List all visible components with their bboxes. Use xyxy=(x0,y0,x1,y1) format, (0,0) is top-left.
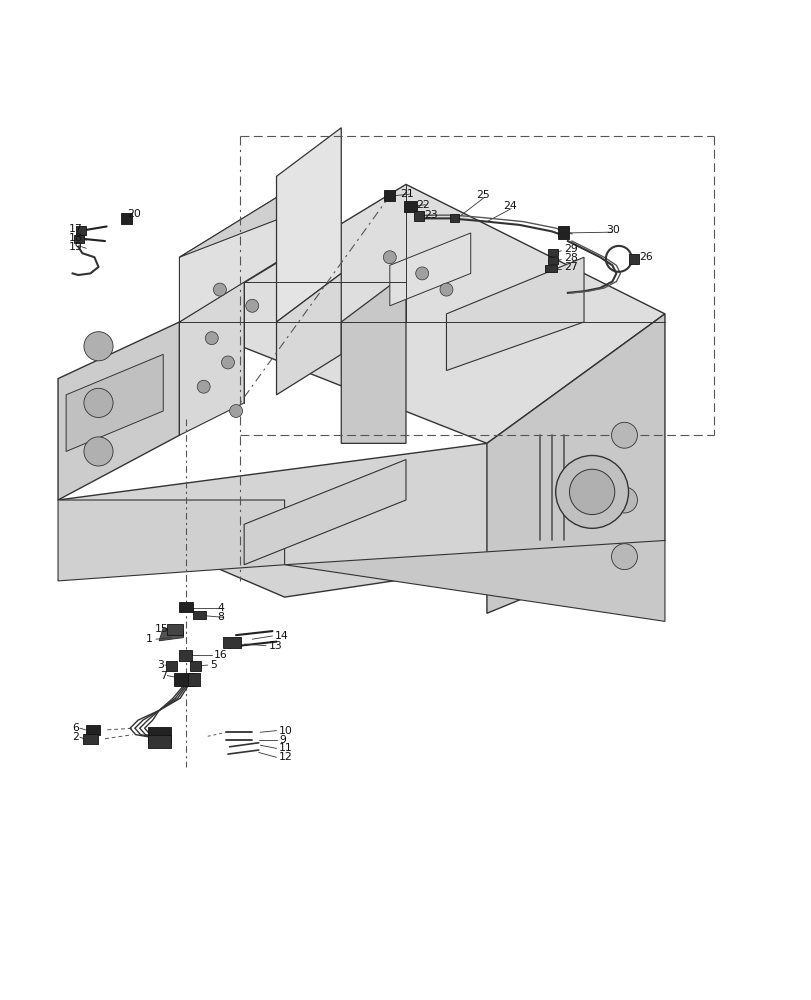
Polygon shape xyxy=(277,273,341,395)
Text: 19: 19 xyxy=(68,242,82,252)
Circle shape xyxy=(440,283,453,296)
Bar xyxy=(85,725,100,735)
Circle shape xyxy=(246,299,259,312)
Text: 26: 26 xyxy=(638,252,652,262)
Bar xyxy=(187,673,200,686)
Polygon shape xyxy=(277,128,341,322)
Bar xyxy=(179,650,192,661)
Circle shape xyxy=(230,405,242,417)
Bar xyxy=(544,265,556,272)
Text: 30: 30 xyxy=(606,225,620,235)
Bar xyxy=(547,257,557,264)
Text: 9: 9 xyxy=(279,735,285,745)
Bar xyxy=(414,211,423,221)
Text: 13: 13 xyxy=(268,641,282,651)
Polygon shape xyxy=(341,273,406,443)
Polygon shape xyxy=(389,233,470,306)
Bar xyxy=(384,190,395,201)
Bar xyxy=(167,624,183,635)
Bar xyxy=(74,235,84,243)
Bar xyxy=(148,735,170,748)
Bar xyxy=(629,254,638,264)
Text: 27: 27 xyxy=(563,262,577,272)
Text: 5: 5 xyxy=(210,660,217,670)
Polygon shape xyxy=(179,192,285,322)
Text: 8: 8 xyxy=(217,612,224,622)
Circle shape xyxy=(84,332,113,361)
Polygon shape xyxy=(244,460,406,565)
Text: 21: 21 xyxy=(400,189,414,199)
Text: 15: 15 xyxy=(155,624,169,634)
Circle shape xyxy=(383,251,396,264)
Circle shape xyxy=(555,455,628,528)
Polygon shape xyxy=(58,443,664,597)
Text: 7: 7 xyxy=(160,671,167,681)
Circle shape xyxy=(213,283,226,296)
Text: 4: 4 xyxy=(217,603,224,613)
Text: 3: 3 xyxy=(157,660,164,670)
Bar xyxy=(190,661,201,671)
Bar xyxy=(178,602,193,612)
Polygon shape xyxy=(285,540,664,621)
Circle shape xyxy=(415,267,428,280)
Bar xyxy=(174,673,193,686)
Circle shape xyxy=(611,422,637,448)
Text: 12: 12 xyxy=(279,752,292,762)
Text: 29: 29 xyxy=(563,244,577,254)
Bar xyxy=(449,214,459,222)
Bar xyxy=(193,611,206,619)
Circle shape xyxy=(221,356,234,369)
Polygon shape xyxy=(66,354,163,451)
Circle shape xyxy=(205,332,218,345)
Bar xyxy=(75,226,85,235)
Bar xyxy=(121,213,132,224)
Circle shape xyxy=(611,487,637,513)
Text: 17: 17 xyxy=(68,224,82,234)
Circle shape xyxy=(84,437,113,466)
Polygon shape xyxy=(446,257,583,371)
Polygon shape xyxy=(179,282,244,435)
Bar xyxy=(165,661,177,671)
Bar xyxy=(148,727,170,742)
Polygon shape xyxy=(58,322,179,500)
Text: 25: 25 xyxy=(476,190,490,200)
Circle shape xyxy=(84,388,113,417)
Text: 10: 10 xyxy=(279,726,293,736)
Bar xyxy=(83,734,97,744)
Text: 18: 18 xyxy=(68,233,82,243)
Text: 16: 16 xyxy=(214,650,228,660)
Polygon shape xyxy=(159,628,183,641)
Text: 28: 28 xyxy=(563,253,577,263)
Polygon shape xyxy=(58,500,285,581)
Text: 24: 24 xyxy=(503,201,517,211)
Text: 22: 22 xyxy=(415,200,429,210)
Polygon shape xyxy=(179,184,664,443)
Bar xyxy=(557,226,569,239)
Bar xyxy=(547,249,557,256)
Bar xyxy=(404,201,417,212)
Circle shape xyxy=(569,469,614,515)
Text: 20: 20 xyxy=(127,209,141,219)
Text: 23: 23 xyxy=(423,210,437,220)
Text: 14: 14 xyxy=(275,631,288,641)
Circle shape xyxy=(611,544,637,570)
Text: 2: 2 xyxy=(71,732,79,742)
Text: 6: 6 xyxy=(71,723,79,733)
Bar xyxy=(223,637,241,648)
Text: 1: 1 xyxy=(145,634,152,644)
Polygon shape xyxy=(487,314,664,613)
Text: 11: 11 xyxy=(279,743,292,753)
Circle shape xyxy=(197,380,210,393)
Polygon shape xyxy=(179,192,285,257)
